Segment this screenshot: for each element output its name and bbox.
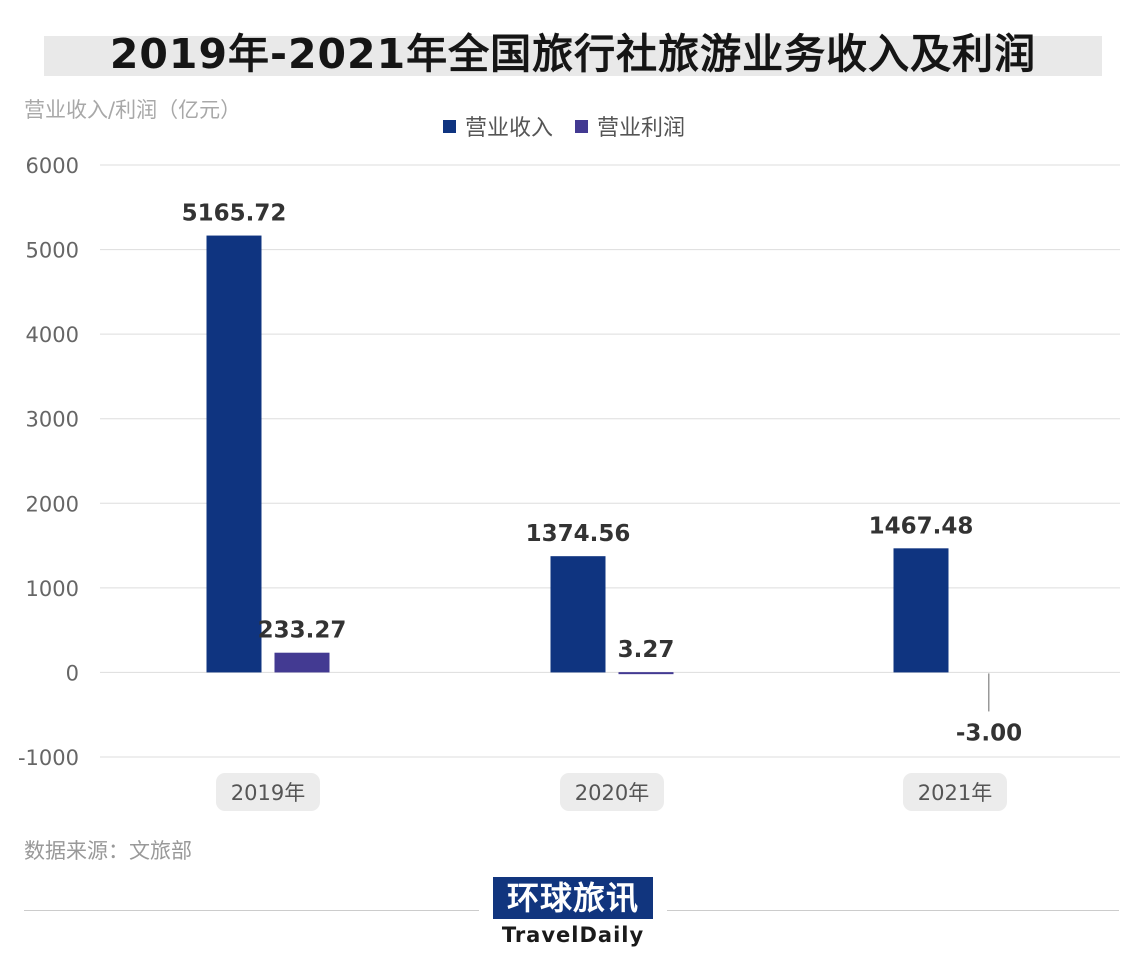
- y-axis-label: 营业收入/利润（亿元）: [24, 98, 242, 122]
- data-label: 1467.48: [869, 513, 974, 539]
- bar-revenue: [550, 556, 606, 673]
- legend-label-revenue: 营业收入: [465, 116, 554, 141]
- bar-chart: 6000 5000 4000 3000 2000 1000 0 -1000 5165.72 137…: [18, 154, 1120, 811]
- title-highlight: [44, 36, 1102, 76]
- legend-item-revenue: 营业收入: [443, 110, 553, 142]
- y-tick-label: 2000: [26, 492, 79, 516]
- data-label: -3.00: [956, 720, 1022, 746]
- bar-profit: [618, 672, 674, 675]
- logo-subtitle: TravelDaily: [501, 923, 645, 947]
- data-label: 1374.56: [526, 521, 631, 547]
- y-tick-label: -1000: [18, 746, 79, 770]
- data-label: 5165.72: [182, 201, 287, 227]
- data-label: 3.27: [618, 637, 675, 663]
- bar-revenue: [206, 235, 262, 673]
- chart-title: 2019年-2021年全国旅行社旅游业务收入及利润: [109, 30, 1037, 78]
- data-label: 233.27: [258, 618, 347, 644]
- y-tick-label: 5000: [26, 239, 79, 263]
- legend-item-profit: 营业利润: [575, 110, 685, 142]
- logo: 环球旅讯: [493, 877, 653, 919]
- bar-revenue: [893, 548, 949, 673]
- bar-profit: [988, 673, 990, 712]
- legend: 营业收入 营业利润: [443, 110, 707, 142]
- x-tick-label: 2021年: [918, 781, 992, 805]
- y-tick-label: 6000: [26, 154, 79, 178]
- x-tick-label: 2019年: [231, 781, 305, 805]
- data-source: 数据来源：文旅部: [24, 839, 192, 863]
- x-tick-pill: [903, 773, 1007, 811]
- x-tick-label: 2020年: [575, 781, 649, 805]
- legend-swatch-profit: [575, 119, 589, 133]
- x-tick-pill: [216, 773, 320, 811]
- legend-label-profit: 营业利润: [597, 116, 686, 141]
- chart-title-wrap: 2019年-2021年全国旅行社旅游业务收入及利润: [44, 20, 1102, 78]
- y-tick-label: 1000: [26, 577, 79, 601]
- y-tick-label: 3000: [26, 408, 79, 432]
- bar-profit: [274, 652, 330, 673]
- legend-swatch-revenue: [443, 119, 456, 133]
- footer-divider-right: [667, 910, 1119, 911]
- footer-divider-left: [24, 910, 479, 911]
- x-tick-pill: [560, 773, 664, 811]
- y-tick-label: 4000: [26, 323, 79, 347]
- y-tick-label: 0: [66, 661, 79, 685]
